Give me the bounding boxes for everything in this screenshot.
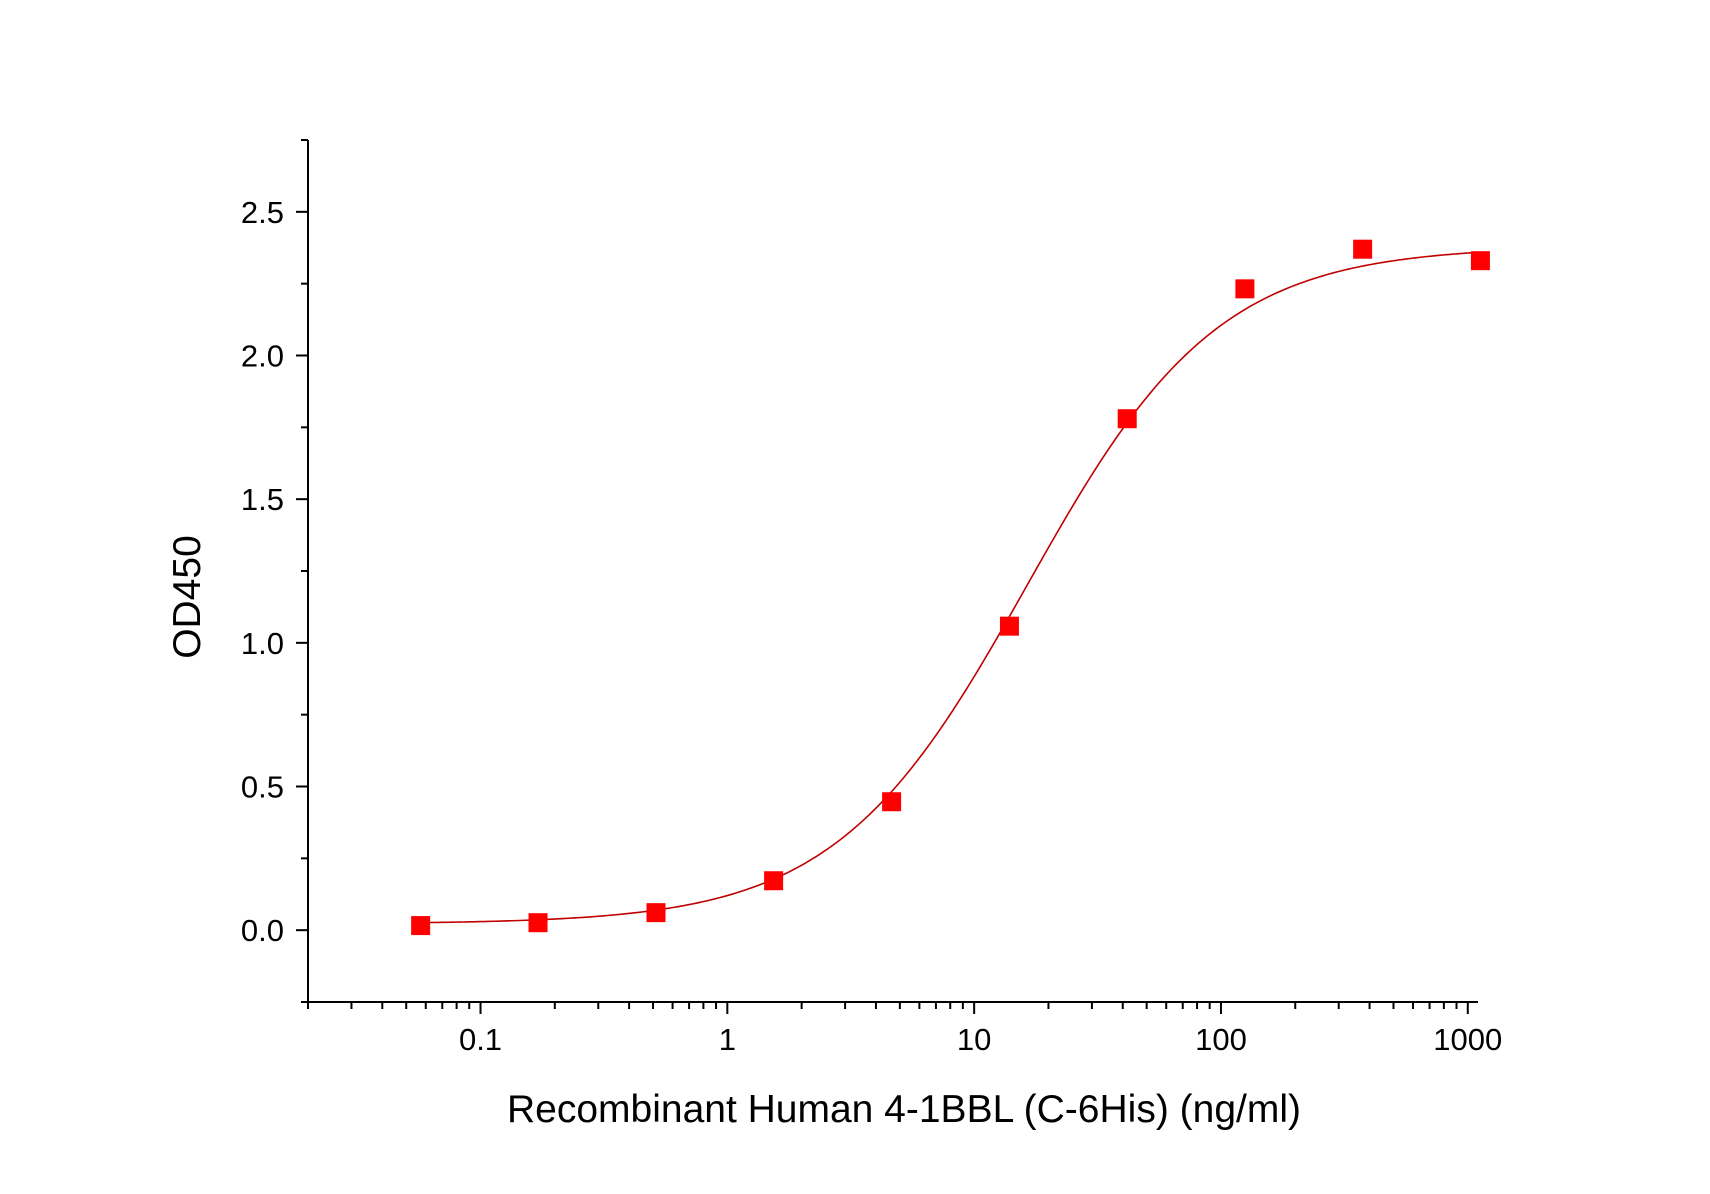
y-tick-label: 0.5	[241, 770, 284, 805]
y-tick-label: 2.0	[241, 339, 284, 374]
data-point	[1470, 251, 1490, 271]
x-tick-label: 100	[1195, 1022, 1247, 1057]
ticks: 0.0 0.5 1.0 1.5 2.0 2.5 0.1 1 10 100 1000	[241, 139, 1502, 1057]
data-point	[1117, 409, 1137, 429]
fit-curve	[420, 251, 1479, 924]
data-point	[882, 792, 902, 812]
fit-layer	[420, 251, 1479, 924]
x-tick-label: 1000	[1433, 1022, 1502, 1057]
y-tick-label: 2.5	[241, 195, 284, 230]
data-point	[1353, 239, 1373, 259]
data-point	[528, 913, 548, 933]
points-layer	[411, 239, 1490, 936]
data-point	[411, 916, 431, 936]
y-tick-label: 1.5	[241, 482, 284, 517]
data-point	[646, 903, 666, 923]
x-tick-label: 0.1	[459, 1022, 502, 1057]
axes	[307, 140, 1478, 1003]
x-axis-label: Recombinant Human 4-1BBL (C-6His) (ng/ml…	[507, 1088, 1301, 1131]
data-point	[764, 871, 784, 891]
y-axis-label: OD450	[166, 535, 209, 659]
data-point	[1235, 279, 1255, 299]
x-tick-label: 10	[957, 1022, 991, 1057]
x-tick-label: 1	[719, 1022, 736, 1057]
y-tick-label: 0.0	[241, 913, 284, 948]
data-point	[999, 616, 1019, 636]
y-tick-label: 1.0	[241, 626, 284, 661]
